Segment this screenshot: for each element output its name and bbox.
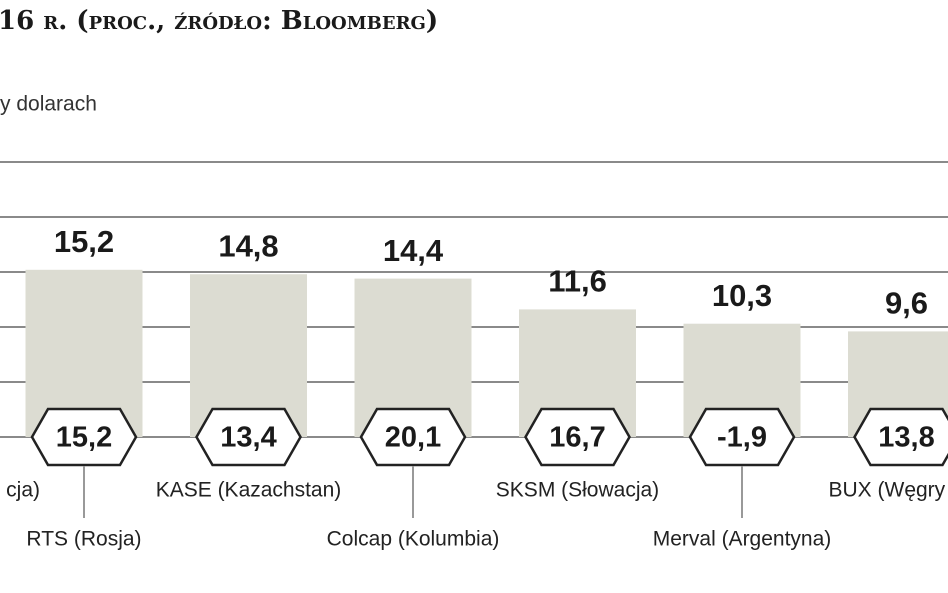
hexagon xyxy=(853,407,948,467)
category-label: Colcap (Kolumbia) xyxy=(327,528,500,551)
hexagon-value-label: -1,9 xyxy=(717,422,767,454)
bar-value-label: 10,3 xyxy=(712,278,772,313)
bar-value-label: 14,8 xyxy=(218,228,278,263)
category-label: RTS (Rosja) xyxy=(26,528,141,551)
bar-value-label: 15,2 xyxy=(54,224,114,259)
hexagon xyxy=(195,407,302,467)
hexagon xyxy=(524,407,631,467)
hexagon-value-label: 13,4 xyxy=(220,422,276,454)
chart-title: 16 r. (proc., źródło: Bloomberg) xyxy=(0,6,438,36)
chart-subtitle: y dolarach xyxy=(0,93,97,116)
hexagon-value-label: 13,8 xyxy=(878,422,934,454)
category-label: BUX (Węgry xyxy=(829,479,946,502)
hexagon xyxy=(688,407,796,467)
category-label: Merval (Argentyna) xyxy=(653,528,832,551)
hexagon-value-label: 20,1 xyxy=(385,422,441,454)
hexagon xyxy=(359,407,467,467)
hexagon-value-label: 15,2 xyxy=(56,422,112,454)
hexagon xyxy=(30,407,138,467)
category-label: KASE (Kazachstan) xyxy=(156,479,342,502)
bar-value-label: 11,6 xyxy=(548,264,607,299)
bar-value-label: 9,6 xyxy=(885,286,928,321)
hexagon-value-label: 16,7 xyxy=(549,422,605,454)
category-label: SKSM (Słowacja) xyxy=(496,479,659,502)
category-label: cja) xyxy=(6,479,40,502)
bar-value-label: 14,4 xyxy=(383,233,444,268)
